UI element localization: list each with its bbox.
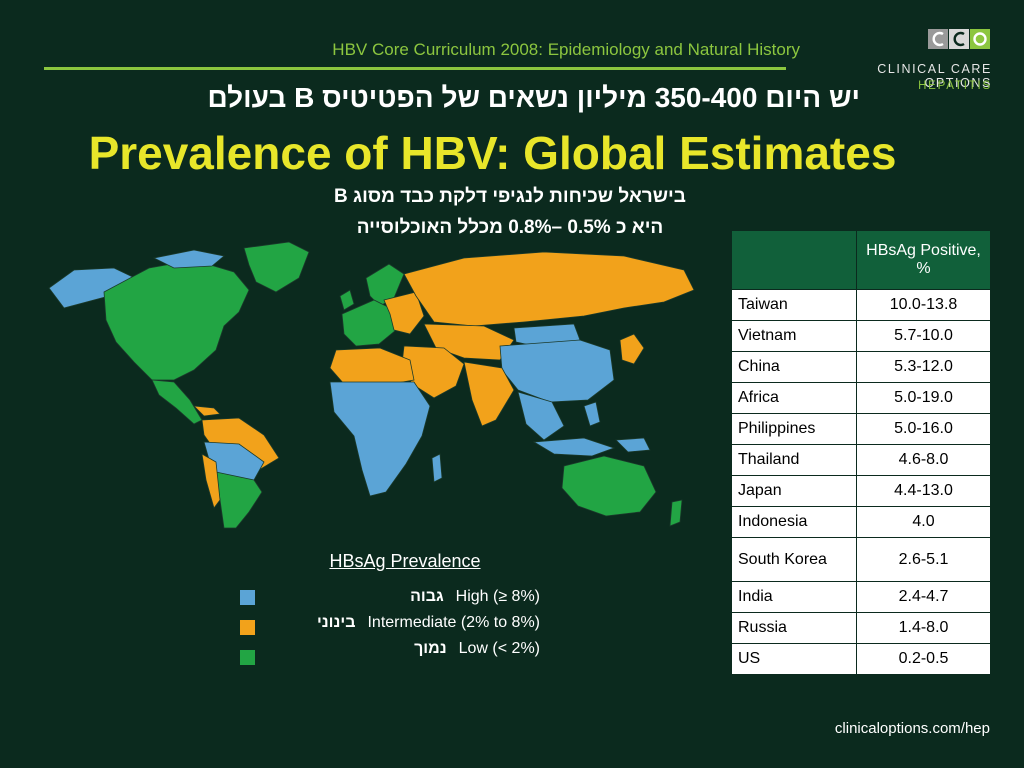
table-cell-country: India <box>731 581 857 613</box>
table-header-row: HBsAg Positive, % <box>731 230 991 290</box>
table-row: Japan 4.4-13.0 <box>731 475 991 507</box>
map-region-central-america <box>151 379 203 425</box>
legend-swatch-intermediate <box>240 620 255 635</box>
legend-text-low: Low (< 2%) <box>458 640 540 657</box>
map-region-western-europe <box>341 299 397 347</box>
header-course-title: HBV Core Curriculum 2008: Epidemiology a… <box>332 40 800 59</box>
legend-row-high: גבוה High (≥ 8%) <box>240 588 540 608</box>
hebrew-headline: יש היום 350-400 מיליון נשאים של הפטיטיס … <box>207 82 860 113</box>
brand-subname: HEPATITIS <box>918 80 992 92</box>
table-cell-country: Africa <box>731 382 857 414</box>
table-row: Russia 1.4-8.0 <box>731 612 991 644</box>
legend-hebrew-low: נמוך <box>414 640 447 657</box>
map-region-caribbean <box>192 405 221 417</box>
map-region-africa <box>329 381 431 497</box>
legend-swatch-high <box>240 590 255 605</box>
map-region-australia <box>561 455 657 517</box>
table-row: Philippines 5.0-16.0 <box>731 413 991 445</box>
legend-hebrew-high: גבוה <box>410 588 444 605</box>
table-cell-country: Philippines <box>731 413 857 445</box>
table-cell-value: 5.0-19.0 <box>856 382 991 414</box>
map-region-andes <box>201 453 221 509</box>
map-region-greenland <box>243 241 310 293</box>
page-title: Prevalence of HBV: Global Estimates <box>88 127 897 179</box>
cco-logo <box>928 29 990 49</box>
map-region-indonesia <box>532 437 616 457</box>
legend-label-low: נמוך Low (< 2%) <box>265 640 540 658</box>
table-cell-country: Taiwan <box>731 289 857 321</box>
legend-row-low: נמוך Low (< 2%) <box>240 640 540 665</box>
map-region-arctic-canada <box>152 249 225 269</box>
legend-label-high: גבוה High (≥ 8%) <box>265 588 540 606</box>
map-region-china <box>499 339 615 403</box>
table-row: Africa 5.0-19.0 <box>731 382 991 414</box>
table-row: India 2.4-4.7 <box>731 581 991 613</box>
map-region-korea-japan <box>619 333 645 365</box>
table-cell-country: Thailand <box>731 444 857 476</box>
legend-hebrew-intermediate: בינוני <box>316 614 356 631</box>
table-cell-value: 5.7-10.0 <box>856 320 991 352</box>
footer-url: clinicaloptions.com/hep <box>834 720 990 737</box>
legend-swatch-low <box>240 650 255 665</box>
table-row: South Korea 2.6-5.1 <box>731 537 991 582</box>
map-region-madagascar <box>431 453 443 483</box>
legend-label-intermediate: בינוני Intermediate (2% to 8%) <box>265 614 540 632</box>
table-cell-value: 2.4-4.7 <box>856 581 991 613</box>
table-cell-value: 0.2-0.5 <box>856 643 991 675</box>
hebrew-note-line1: בישראל שכיחות לנגיפי דלקת כבד מסוג B <box>334 186 686 207</box>
map-region-uk <box>339 289 355 311</box>
map-region-south-america <box>215 471 263 529</box>
table-cell-country: US <box>731 643 857 675</box>
table-cell-value: 10.0-13.8 <box>856 289 991 321</box>
table-cell-value: 5.0-16.0 <box>856 413 991 445</box>
legend-row-intermediate: בינוני Intermediate (2% to 8%) <box>240 614 540 635</box>
map-region-north-africa <box>329 347 415 387</box>
table-row: Indonesia 4.0 <box>731 506 991 538</box>
legend-text-intermediate: Intermediate (2% to 8%) <box>367 614 540 631</box>
table-cell-country: Russia <box>731 612 857 644</box>
header-rule <box>44 67 786 70</box>
table-row: Vietnam 5.7-10.0 <box>731 320 991 352</box>
legend-title: HBsAg Prevalence <box>329 551 481 571</box>
table-header-hbsag: HBsAg Positive, % <box>856 230 991 290</box>
table-row: Taiwan 10.0-13.8 <box>731 289 991 321</box>
table-cell-country: Japan <box>731 475 857 507</box>
map-region-new-zealand <box>669 499 683 527</box>
prevalence-table: HBsAg Positive, % Taiwan 10.0-13.8 Vietna… <box>731 230 991 675</box>
table-cell-value: 2.6-5.1 <box>856 537 991 582</box>
map-region-southeast-asia <box>517 391 565 441</box>
map-region-new-guinea <box>615 437 651 453</box>
table-cell-value: 4.0 <box>856 506 991 538</box>
map-region-philippines <box>583 401 601 427</box>
table-cell-value: 4.4-13.0 <box>856 475 991 507</box>
hebrew-note: בישראל שכיחות לנגיפי דלקת כבד מסוג B היא… <box>280 181 740 243</box>
legend-text-high: High (≥ 8%) <box>455 588 540 605</box>
hebrew-note-line2: היא כ 0.5% –0.8% מכלל האוכלוסייה <box>356 217 664 238</box>
table-cell-country: China <box>731 351 857 383</box>
table-cell-value: 5.3-12.0 <box>856 351 991 383</box>
map-region-russia <box>403 251 695 327</box>
table-cell-value: 1.4-8.0 <box>856 612 991 644</box>
table-row: US 0.2-0.5 <box>731 643 991 675</box>
map-region-india <box>463 361 515 427</box>
brand-name: CLINICAL CARE OPTIONS <box>877 62 992 90</box>
table-cell-value: 4.6-8.0 <box>856 444 991 476</box>
table-header-empty <box>731 230 857 290</box>
table-row: China 5.3-12.0 <box>731 351 991 383</box>
table-cell-country: South Korea <box>731 537 857 582</box>
table-row: Thailand 4.6-8.0 <box>731 444 991 476</box>
table-cell-country: Vietnam <box>731 320 857 352</box>
cco-logo-mark <box>932 31 987 47</box>
table-cell-country: Indonesia <box>731 506 857 538</box>
world-prevalence-map <box>48 241 695 529</box>
